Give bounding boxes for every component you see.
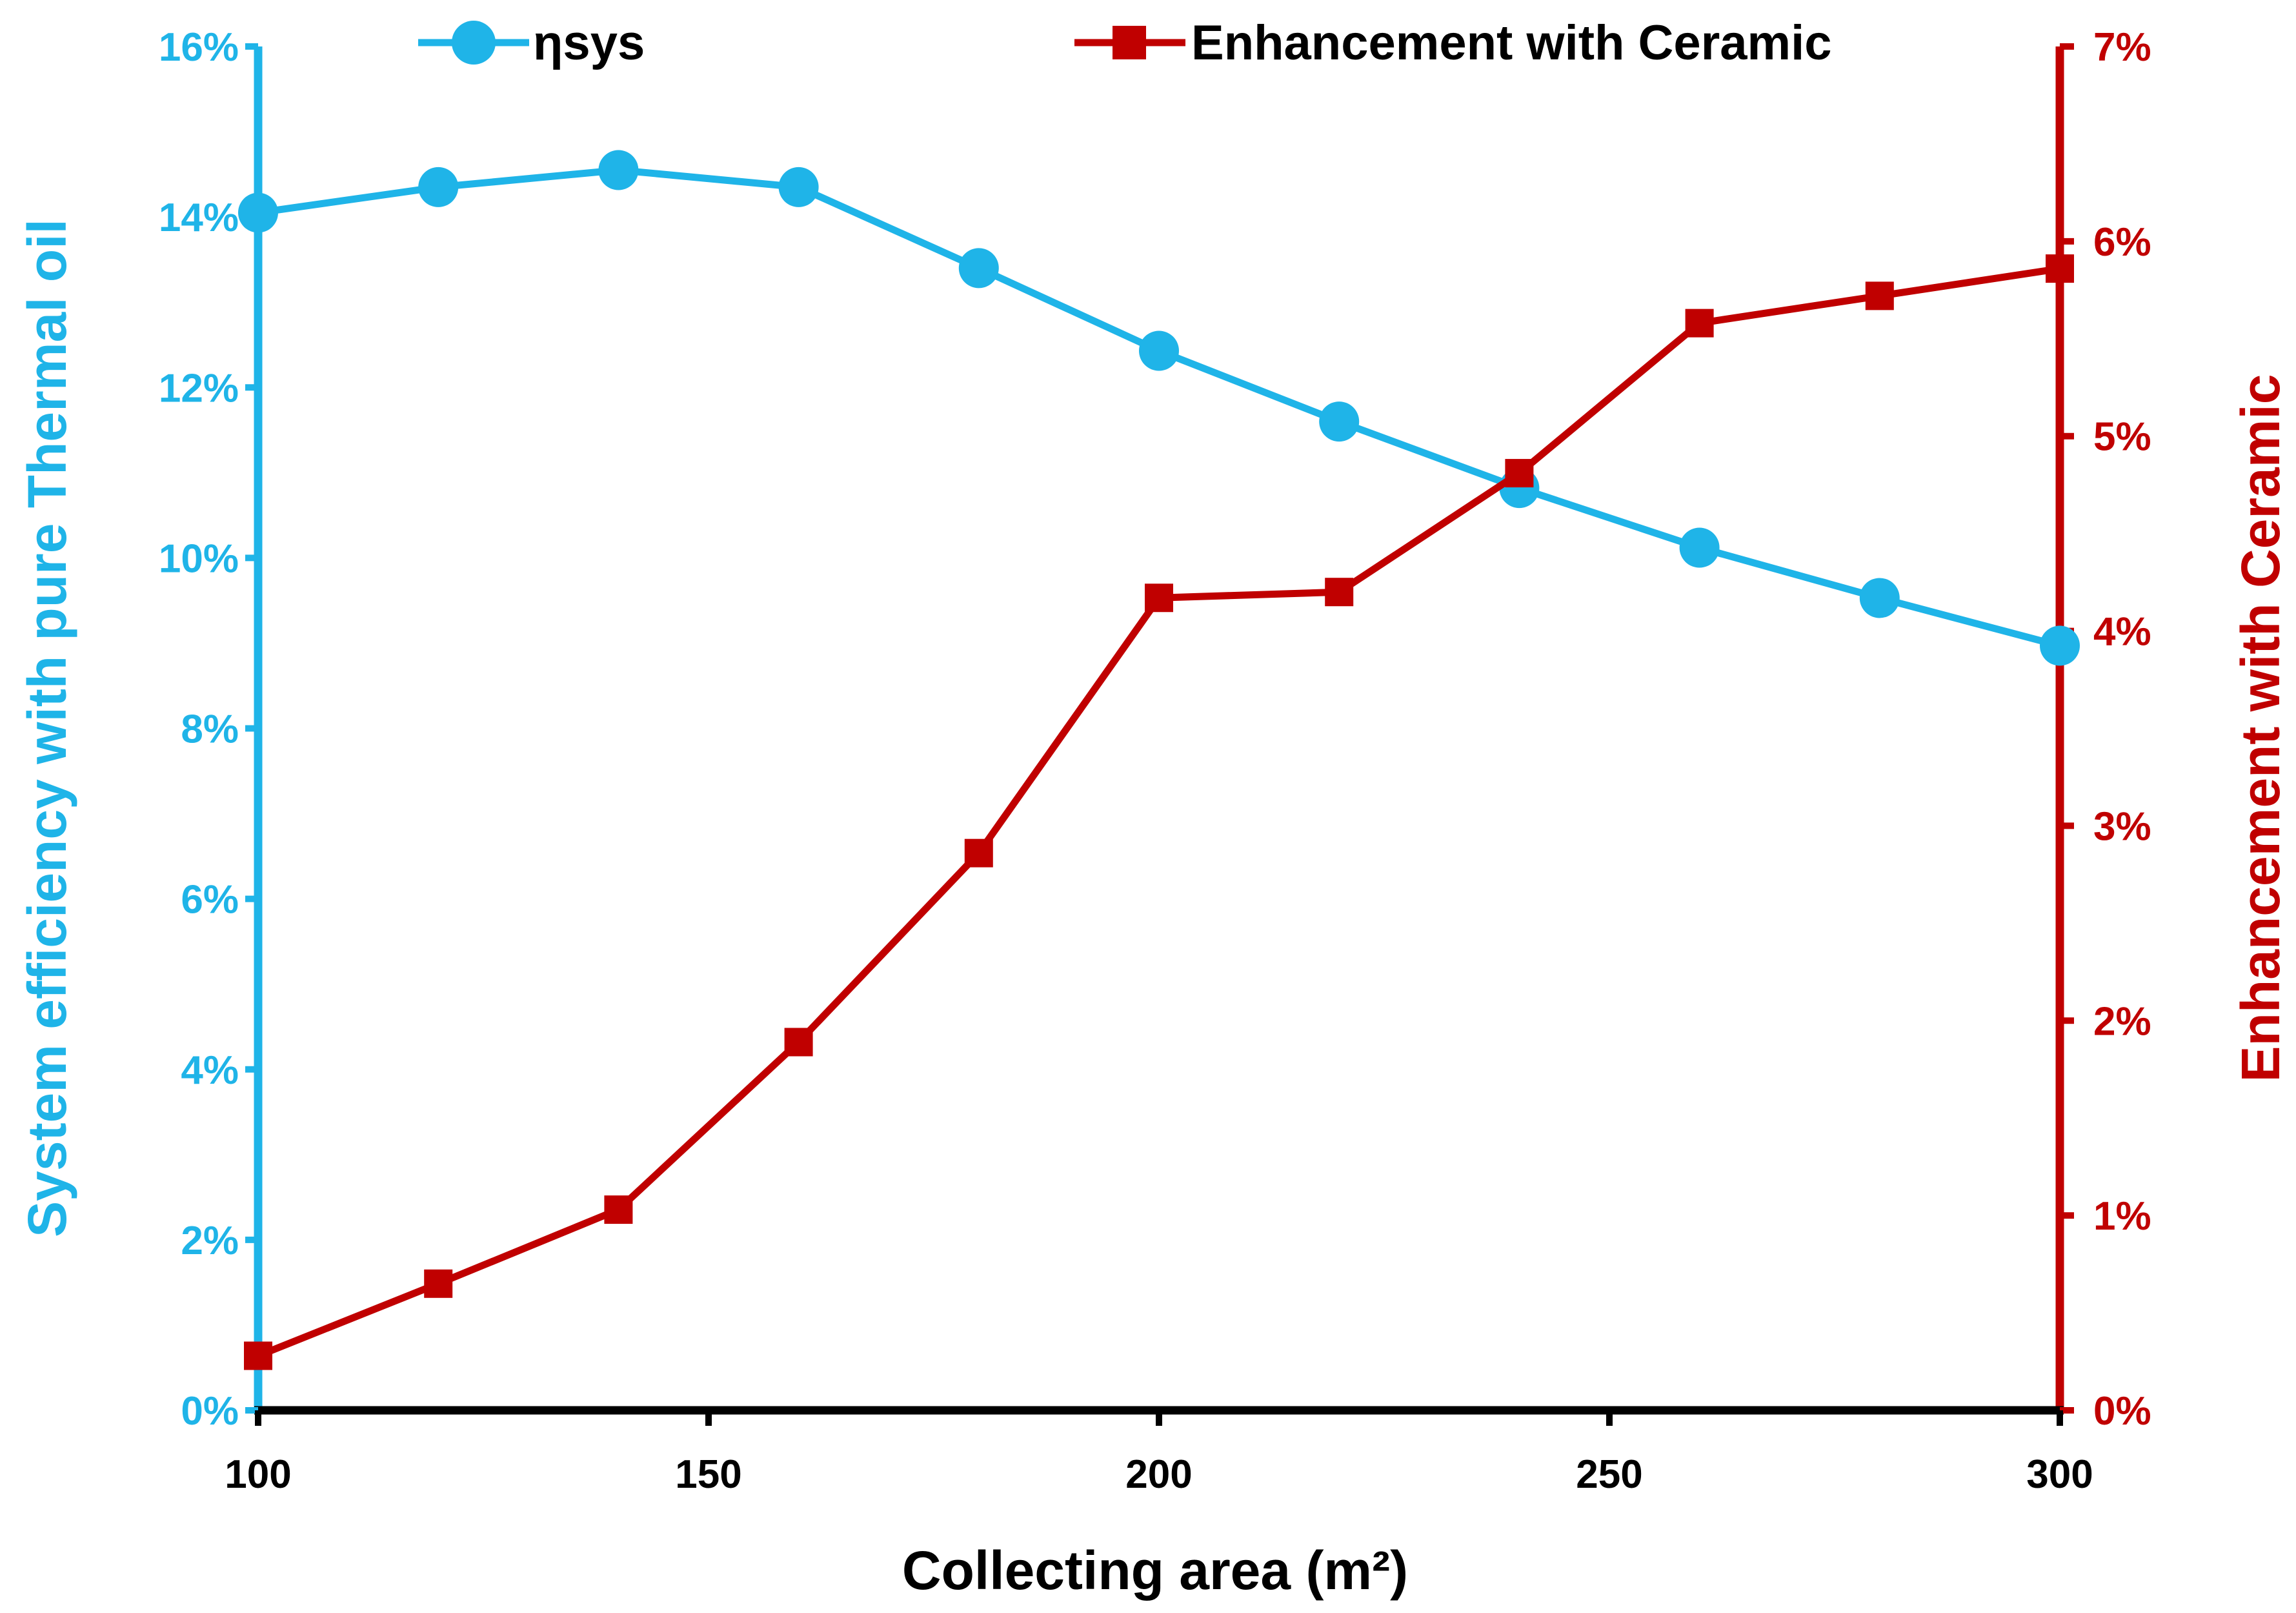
y-axis-right-title: Enhancement with Ceramic: [2230, 374, 2291, 1082]
series-line-enhancement: [256, 265, 2060, 1359]
legend-entry-eta-sys: ηsys: [418, 15, 645, 70]
y-right-tick-label: 0%: [2093, 1389, 2151, 1434]
data-point-enhancement: [1865, 281, 1894, 310]
y-right-tick-label: 2%: [2093, 999, 2151, 1044]
x-tick-label: 100: [225, 1452, 291, 1497]
data-point-enhancement: [424, 1269, 453, 1298]
data-point-enhancement: [964, 838, 993, 867]
x-axis-title: Collecting area (m²): [902, 1540, 1408, 1601]
y-left-tick-label: 12%: [159, 366, 239, 411]
data-point-eta-sys: [238, 192, 278, 233]
y-left-tick-label: 14%: [159, 196, 239, 240]
data-point-enhancement: [604, 1195, 633, 1224]
y-right-tick-label: 5%: [2093, 415, 2151, 460]
y-left-tick-label: 16%: [159, 25, 239, 70]
y-right-tick-label: 4%: [2093, 610, 2151, 654]
y-right-tick-label: 7%: [2093, 25, 2151, 70]
data-point-eta-sys: [958, 248, 999, 289]
series-line-eta-sys: [257, 166, 2061, 649]
data-point-eta-sys: [778, 167, 819, 207]
data-point-eta-sys: [418, 167, 459, 207]
data-point-enhancement: [1325, 578, 1354, 607]
y-left-tick-label: 4%: [181, 1048, 239, 1093]
y-right-tick-label: 6%: [2093, 220, 2151, 265]
legend-label-enhancement: Enhancement with Ceramic: [1191, 15, 1832, 70]
y-axis-left-title: System efficiency with pure Thermal oil: [17, 219, 77, 1237]
data-point-eta-sys: [1859, 578, 1900, 618]
data-point-enhancement: [1505, 459, 1534, 488]
y-left-tick-label: 2%: [181, 1219, 239, 1263]
series-layer: [238, 150, 2080, 1370]
legend: ηsys Enhancement with Ceramic: [418, 15, 1832, 70]
y-left-tick-label: 10%: [159, 536, 239, 581]
x-tick-label: 300: [2026, 1452, 2093, 1497]
legend-marker-square: [1113, 26, 1146, 59]
legend-entry-enhancement: Enhancement with Ceramic: [1074, 15, 1832, 70]
data-point-enhancement: [1685, 309, 1714, 338]
legend-label-eta-sys: ηsys: [533, 15, 645, 70]
x-tick-label: 200: [1125, 1452, 1192, 1497]
y-left-tick-label: 6%: [181, 878, 239, 922]
data-point-eta-sys: [2040, 625, 2080, 666]
data-point-enhancement: [1145, 583, 1173, 613]
data-point-enhancement: [784, 1028, 813, 1057]
axes: 0% 2% 4% 6% 8% 10% 12% 14% 16% 0% 1% 2% 3% 4% 5% 6% 7% 10…: [159, 25, 2151, 1497]
series-enhancement: [244, 254, 2074, 1370]
y-left-tick-label: 0%: [181, 1389, 239, 1434]
y-left-tick-label: 8%: [181, 707, 239, 752]
data-point-enhancement: [244, 1341, 272, 1370]
data-point-eta-sys: [598, 150, 639, 190]
data-point-eta-sys: [1139, 330, 1179, 371]
y-right-tick-label: 3%: [2093, 804, 2151, 849]
y-right-tick-label: 1%: [2093, 1194, 2151, 1239]
x-tick-label: 150: [675, 1452, 741, 1497]
data-point-eta-sys: [1319, 401, 1360, 442]
legend-marker-circle: [452, 21, 496, 65]
data-point-eta-sys: [1679, 527, 1720, 568]
x-tick-label: 250: [1576, 1452, 1642, 1497]
data-point-enhancement: [2046, 254, 2074, 283]
